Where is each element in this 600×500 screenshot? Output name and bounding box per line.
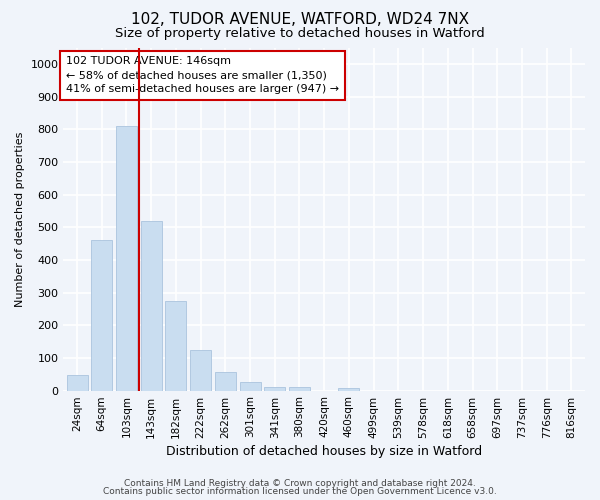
X-axis label: Distribution of detached houses by size in Watford: Distribution of detached houses by size … [166,444,482,458]
Text: 102, TUDOR AVENUE, WATFORD, WD24 7NX: 102, TUDOR AVENUE, WATFORD, WD24 7NX [131,12,469,28]
Bar [190,350,211,391]
Bar [67,375,88,390]
Bar [338,388,359,390]
Bar [91,240,112,390]
Bar [140,220,161,390]
Y-axis label: Number of detached properties: Number of detached properties [15,132,25,306]
Bar [116,126,137,390]
Bar [166,300,187,390]
Bar [239,382,260,390]
Text: Contains public sector information licensed under the Open Government Licence v3: Contains public sector information licen… [103,487,497,496]
Bar [215,372,236,390]
Text: Size of property relative to detached houses in Watford: Size of property relative to detached ho… [115,28,485,40]
Bar [289,386,310,390]
Text: Contains HM Land Registry data © Crown copyright and database right 2024.: Contains HM Land Registry data © Crown c… [124,478,476,488]
Text: 102 TUDOR AVENUE: 146sqm
← 58% of detached houses are smaller (1,350)
41% of sem: 102 TUDOR AVENUE: 146sqm ← 58% of detach… [66,56,339,94]
Bar [264,386,285,390]
